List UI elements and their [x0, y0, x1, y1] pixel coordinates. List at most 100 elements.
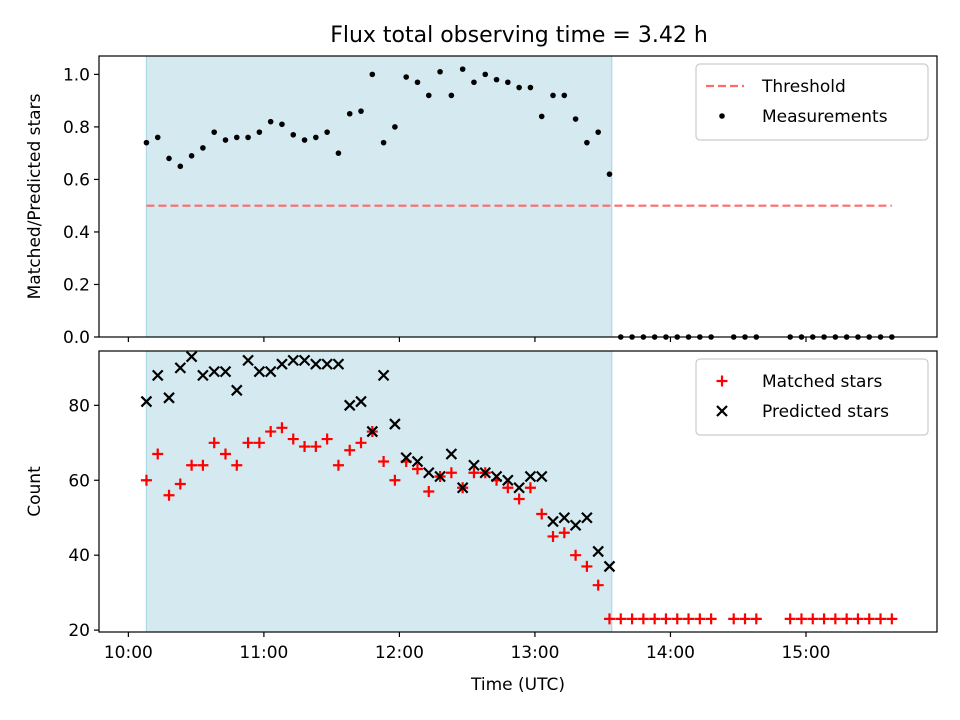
measurement-point — [233, 134, 240, 141]
predicted-star-point — [287, 354, 300, 367]
matched-star-point — [242, 437, 254, 449]
y-axis-label: Matched/Predicted stars — [25, 93, 45, 299]
y-tick-label: 80 — [68, 396, 90, 416]
y-tick-label: 60 — [68, 471, 90, 491]
matched-star-point — [649, 613, 661, 625]
axes-frame — [98, 55, 938, 338]
predicted-star-point — [423, 466, 435, 479]
measurement-point — [301, 137, 308, 143]
matched-star-point — [637, 613, 649, 625]
matched-star-point — [321, 433, 333, 445]
measurement-point — [369, 71, 376, 78]
x-tick-label: 12:00 — [375, 643, 424, 663]
predicted-star-point — [456, 481, 469, 494]
predicted-star-point — [231, 384, 243, 397]
legend-label: Matched stars — [762, 372, 882, 392]
predicted-star-point — [140, 395, 153, 408]
matched-star-point — [276, 422, 288, 434]
axes-frame — [98, 350, 938, 633]
measurement-point — [267, 118, 274, 125]
matched-star-point — [253, 437, 265, 449]
predicted-star-point — [513, 481, 525, 494]
predicted-star-point — [411, 455, 424, 468]
x-tick-label: 13:00 — [510, 643, 559, 663]
measurement-point — [200, 145, 206, 151]
measurement-point — [482, 71, 489, 78]
matched-star-point — [355, 437, 367, 449]
matched-star-point — [468, 467, 480, 479]
matched-star-point — [818, 613, 830, 625]
matched-star-point — [683, 613, 695, 625]
measurement-point — [324, 129, 330, 135]
x-tick-label: 11:00 — [239, 643, 288, 663]
measurement-point — [166, 155, 172, 162]
measurement-point — [256, 129, 263, 135]
predicted-star-point — [468, 459, 480, 472]
y-tick-label: 0.0 — [63, 328, 90, 348]
legend-matched-swatch — [716, 375, 728, 387]
matched-star-point — [615, 613, 627, 625]
matched-star-point — [739, 613, 751, 625]
predicted-star-point — [310, 358, 322, 370]
measurement-point — [572, 116, 579, 122]
matched-star-point — [265, 426, 277, 438]
panel-counts: 20 40 60 80 10:00 11:00 12:00 13:00 14:00 15:00 Co… — [25, 350, 938, 695]
matched-star-point — [423, 486, 435, 497]
matched-star-point — [875, 613, 887, 625]
measurement-point — [437, 68, 443, 75]
measurement-point — [346, 110, 353, 117]
predicted-star-point — [569, 519, 582, 531]
predicted-star-point — [366, 425, 379, 438]
matched-star-point — [841, 613, 853, 625]
matched-star-point — [197, 459, 209, 471]
matched-star-point — [750, 613, 762, 625]
matched-star-point — [163, 489, 175, 501]
predicted-star-point — [276, 358, 288, 370]
measurement-point — [335, 150, 342, 156]
measurement-point — [177, 163, 184, 170]
predicted-star-point — [502, 474, 514, 487]
measurement-point — [403, 74, 409, 80]
predicted-star-point — [377, 369, 390, 382]
predicted-star-point — [174, 362, 187, 374]
measurement-point — [380, 139, 387, 146]
matched-star-point — [558, 527, 570, 539]
legend-measurement-swatch — [719, 113, 725, 119]
matched-star-point — [513, 493, 525, 505]
predicted-star-point — [434, 470, 446, 483]
y-tick-label: 0.4 — [63, 223, 90, 243]
legend-frame — [695, 63, 929, 141]
measurement-point — [516, 84, 522, 91]
matched-star-point — [829, 613, 841, 625]
matched-star-point — [344, 444, 356, 456]
predicted-star-point — [445, 448, 458, 460]
measurement-point — [143, 139, 150, 146]
measurement-point — [595, 129, 601, 135]
predicted-star-point — [321, 358, 333, 370]
legend-label: Measurements — [762, 107, 888, 127]
matched-star-point — [886, 613, 898, 625]
predicted-star-point — [163, 392, 175, 404]
observing-interval-shading — [146, 56, 612, 337]
predicted-star-point — [185, 350, 198, 363]
measurement-point — [313, 134, 319, 141]
measurement-point — [245, 134, 251, 141]
matched-star-point — [581, 560, 593, 572]
y-tick-label: 1.0 — [63, 65, 90, 85]
predicted-star-point — [253, 365, 266, 378]
predicted-star-point — [151, 369, 164, 382]
matched-star-point — [694, 613, 706, 625]
measurement-point — [154, 134, 161, 141]
predicted-star-point — [603, 560, 616, 573]
matched-star-point — [186, 459, 198, 471]
x-tick-label: 14:00 — [646, 643, 695, 663]
matched-star-point — [660, 613, 672, 625]
x-axis-label: Time (UTC) — [470, 675, 565, 695]
predicted-star-point — [547, 515, 559, 528]
measurement-point — [459, 66, 466, 72]
matched-star-point — [536, 508, 548, 520]
matched-star-point — [378, 456, 390, 468]
observing-interval-shading — [146, 351, 612, 632]
y-axis-label: Count — [25, 466, 45, 517]
measurement-point — [211, 129, 217, 135]
